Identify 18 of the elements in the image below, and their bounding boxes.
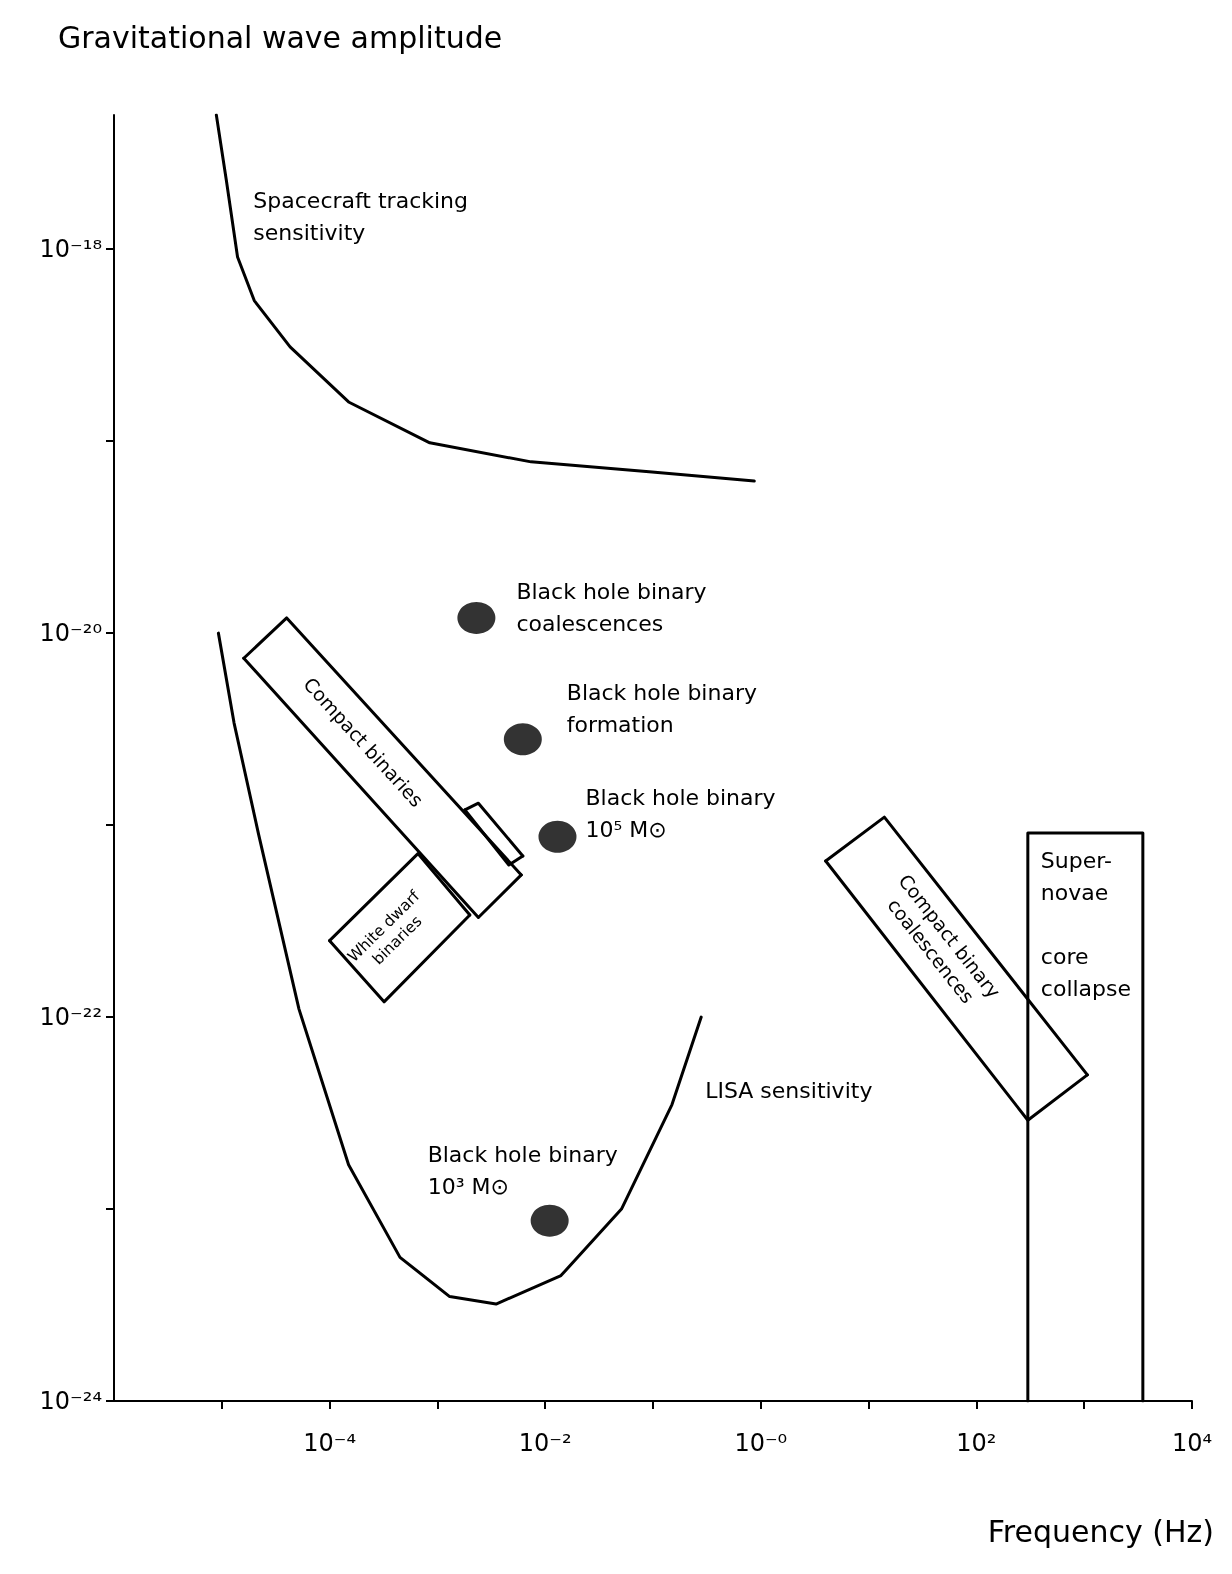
series-label: Black hole binary 10⁵ M⊙ <box>585 785 776 843</box>
text: Super- novae core collapse <box>1040 848 1132 1002</box>
series-label: Black hole binary formation <box>566 679 757 737</box>
y-tick-label: 10⁻¹⁸ <box>39 235 102 264</box>
x-tick-label: 10⁴ <box>1171 1429 1213 1457</box>
series-label: LISA sensitivity <box>705 1077 873 1103</box>
y-tick-label: 10⁻²⁰ <box>39 619 102 648</box>
y-tick-label: 10⁻²⁴ <box>39 1387 102 1415</box>
series-label: Black hole binary 10³ M⊙ <box>427 1142 618 1200</box>
x-axis-title: Frequency (Hz) <box>987 1513 1214 1549</box>
y-axis-title: Gravitational wave amplitude <box>58 19 503 55</box>
x-tick-label: 10² <box>956 1429 997 1457</box>
series-label: Black hole binary coalescences <box>516 579 707 637</box>
x-tick-label: 10⁻⁴ <box>303 1429 357 1457</box>
x-tick-label: 10⁻⁰ <box>734 1429 788 1457</box>
series-label: Spacecraft tracking sensitivity <box>253 187 468 245</box>
x-tick-label: 10⁻² <box>518 1429 572 1457</box>
y-tick-label: 10⁻²² <box>39 1003 102 1032</box>
